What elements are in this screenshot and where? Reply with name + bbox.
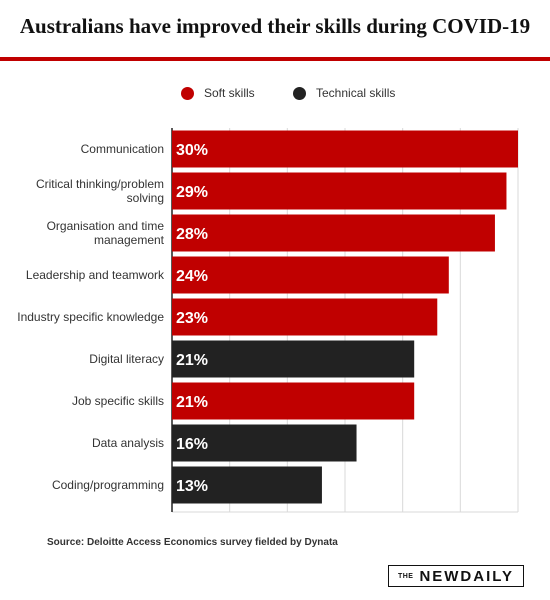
legend: Soft skills Technical skills: [0, 86, 550, 106]
category-label-line: Leadership and teamwork: [26, 268, 165, 282]
data-label: 29%: [176, 184, 208, 201]
bar: [172, 172, 507, 210]
legend-item-soft: Soft skills: [181, 86, 255, 100]
category-label-line: Job specific skills: [72, 394, 164, 408]
bar: [172, 214, 495, 252]
newdaily-logo: THE NEWDAILY: [388, 565, 524, 587]
category-label: Job specific skills: [72, 394, 164, 408]
data-label: 16%: [176, 436, 208, 453]
category-label-line: Coding/programming: [52, 478, 164, 492]
category-label-line: Critical thinking/problem: [36, 177, 164, 191]
category-label-line: Organisation and time: [47, 219, 165, 233]
category-label: Communication: [81, 142, 164, 156]
category-label-line: management: [94, 233, 165, 247]
category-label-line: Data analysis: [92, 436, 164, 450]
category-label: Digital literacy: [89, 352, 164, 366]
bar: [172, 256, 449, 294]
legend-label-soft: Soft skills: [204, 86, 255, 100]
data-label: 30%: [176, 142, 208, 159]
source-note: Source: Deloitte Access Economics survey…: [47, 537, 338, 548]
bar: [172, 130, 518, 168]
data-label: 23%: [176, 310, 208, 327]
category-label-line: Industry specific knowledge: [17, 310, 164, 324]
data-label: 13%: [176, 478, 208, 495]
chart-title: Australians have improved their skills d…: [19, 14, 531, 38]
category-label: Coding/programming: [52, 478, 164, 492]
bar: [172, 466, 322, 504]
legend-label-technical: Technical skills: [316, 86, 396, 100]
category-label: Organisation and time management: [47, 219, 165, 247]
legend-swatch-technical: [293, 86, 306, 100]
category-label: Data analysis: [92, 436, 164, 450]
bar: [172, 298, 438, 336]
logo-wordmark: NEWDAILY: [419, 567, 515, 585]
logo-the: THE: [397, 572, 414, 580]
category-label: Leadership and teamwork: [26, 268, 165, 282]
data-label: 21%: [176, 394, 208, 411]
data-label: 28%: [176, 226, 208, 243]
bar: [172, 340, 415, 378]
category-label: Industry specific knowledge: [17, 310, 164, 324]
category-label-line: Communication: [81, 142, 164, 156]
category-label: Critical thinking/problem solving: [36, 177, 164, 205]
legend-swatch-soft: [181, 86, 194, 100]
category-label-line: Digital literacy: [89, 352, 164, 366]
category-label-line: solving: [127, 191, 164, 205]
bar: [172, 424, 357, 462]
bar: [172, 382, 415, 420]
data-label: 21%: [176, 352, 208, 369]
legend-item-technical: Technical skills: [293, 86, 395, 100]
data-label: 24%: [176, 268, 208, 285]
bar-chart: 30% Communication 29% Critical thinking/pro…: [17, 128, 519, 513]
title-divider: [0, 57, 550, 61]
